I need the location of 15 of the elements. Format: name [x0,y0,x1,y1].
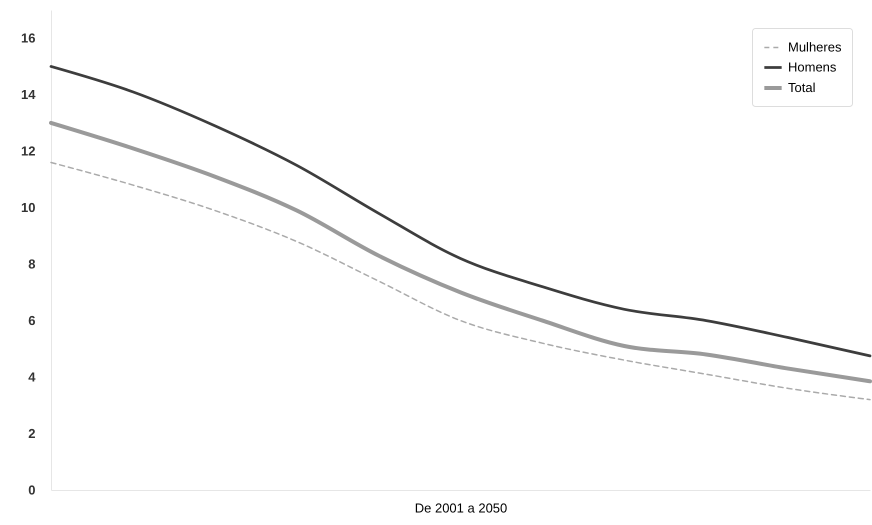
y-tick-label: 8 [28,256,36,272]
legend-label: Mulheres [788,40,842,54]
line-series [50,162,871,400]
legend-label: Homens [788,60,837,74]
y-tick-label: 0 [28,482,36,498]
y-tick-label: 10 [21,200,36,216]
x-axis-title: De 2001 a 2050 [414,500,508,516]
legend-label: Total [788,80,816,95]
y-tick-label: 6 [28,313,36,328]
y-tick-label: 4 [28,370,36,385]
y-tick-label: 12 [21,144,36,159]
y-tick-label: 2 [28,426,36,442]
y-tick-label: 14 [21,87,36,102]
line-series [49,120,872,384]
y-tick-label: 16 [21,30,36,46]
